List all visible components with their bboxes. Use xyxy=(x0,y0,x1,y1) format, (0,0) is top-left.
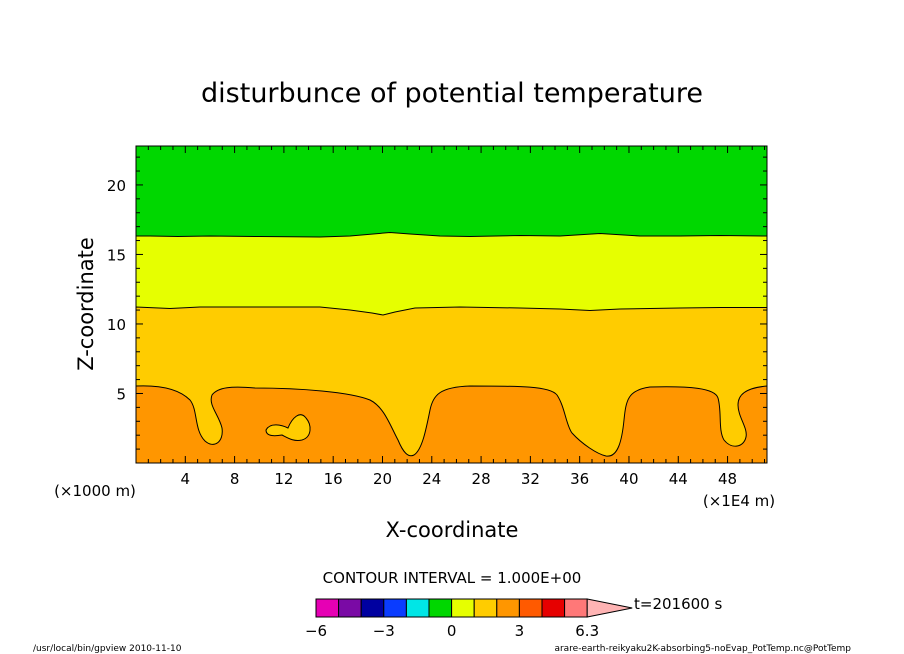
colorbar-swatch xyxy=(338,598,362,618)
x-axis-ticks: 4 8 12 16 20 24 28 32 36 40 44 48 xyxy=(147,146,766,488)
colorbar-swatch xyxy=(315,598,340,618)
x-tick-label: 48 xyxy=(718,470,737,488)
x-tick-label: 8 xyxy=(230,470,240,488)
y-axis-ticks: 5 10 15 20 xyxy=(107,156,767,450)
colorbar-swatch xyxy=(541,598,566,618)
band-orange-dark xyxy=(135,385,768,464)
x-unit-right: (×1E4 m) xyxy=(703,492,775,510)
colorbar-swatch xyxy=(496,598,520,618)
y-tick-label: 10 xyxy=(107,316,126,334)
colorbar-swatch xyxy=(564,598,588,618)
y-tick-label: 5 xyxy=(116,385,126,403)
colorbar-tick-label: −3 xyxy=(373,622,395,640)
time-label: t=201600 s xyxy=(634,595,722,613)
colorbar-swatch xyxy=(473,598,498,618)
colorbar-tick-label: −6 xyxy=(305,622,327,640)
colorbar-swatch xyxy=(405,598,430,618)
colorbar-arrow xyxy=(586,598,633,618)
contour-interval: CONTOUR INTERVAL = 1.000E+00 xyxy=(323,569,582,587)
colorbar-tick-label: 6.3 xyxy=(575,622,599,640)
footer-right: arare-earth-reikyaku2K-absorbing5-noEvap… xyxy=(554,644,851,654)
y-axis-label: Z-coordinate xyxy=(74,237,98,371)
colorbar-swatch xyxy=(360,598,385,618)
x-unit-left: (×1000 m) xyxy=(54,482,136,500)
plot-frame xyxy=(135,145,768,464)
x-tick-label: 44 xyxy=(669,470,688,488)
x-tick-label: 28 xyxy=(472,470,491,488)
colorbar-swatch xyxy=(383,598,407,618)
x-tick-label: 24 xyxy=(422,470,441,488)
footer-left: /usr/local/bin/gpview 2010-11-10 xyxy=(33,644,182,654)
colorbar-swatch xyxy=(518,598,543,618)
x-tick-label: 36 xyxy=(570,470,589,488)
colorbar-swatch xyxy=(428,598,453,618)
x-tick-label: 32 xyxy=(521,470,540,488)
y-tick-label: 20 xyxy=(107,177,126,195)
chart-title: disturbunce of potential temperature xyxy=(201,78,703,109)
x-tick-label: 16 xyxy=(324,470,343,488)
colorbar xyxy=(315,598,633,618)
closed-contour xyxy=(265,414,311,441)
x-axis-label: X-coordinate xyxy=(386,518,519,542)
x-tick-label: 20 xyxy=(373,470,392,488)
plot-area xyxy=(135,145,768,464)
colorbar-ticks: −6 −3 0 3 6.3 xyxy=(305,622,599,640)
x-tick-label: 12 xyxy=(274,470,293,488)
colorbar-tick-label: 3 xyxy=(515,622,525,640)
x-tick-label: 4 xyxy=(181,470,191,488)
colorbar-swatch xyxy=(451,598,475,618)
y-tick-label: 15 xyxy=(107,246,126,264)
x-tick-label: 40 xyxy=(619,470,638,488)
colorbar-tick-label: 0 xyxy=(447,622,457,640)
